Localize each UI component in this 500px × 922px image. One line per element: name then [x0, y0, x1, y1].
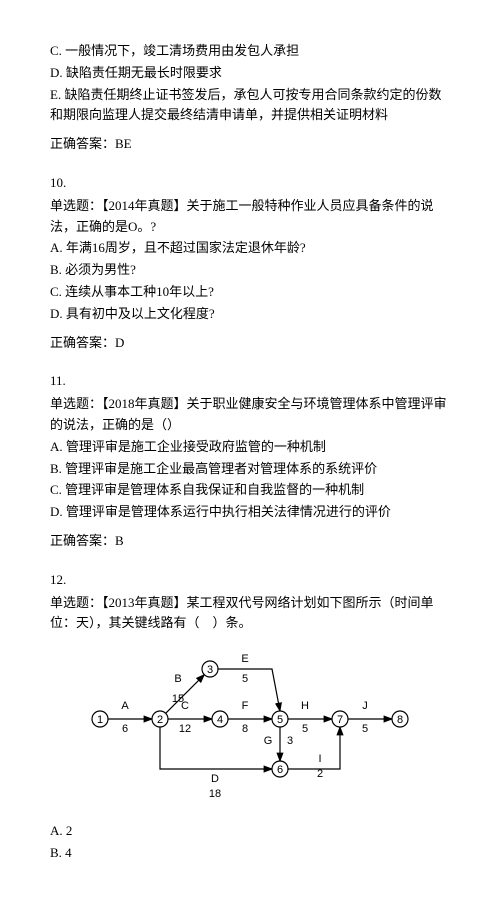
svg-text:G: G [264, 735, 273, 747]
q12-number: 12. [50, 570, 450, 591]
svg-text:5: 5 [277, 714, 283, 726]
svg-text:3: 3 [207, 664, 213, 676]
q11-option-a: A. 管理评审是施工企业接受政府监管的一种机制 [50, 437, 450, 458]
q10-option-c: C. 连续从事本工种10年以上? [50, 282, 450, 303]
q11-option-c: C. 管理评审是管理体系自我保证和自我监督的一种机制 [50, 480, 450, 501]
q12-option-a: A. 2 [50, 821, 450, 842]
question-11: 11. 单选题：【2018年真题】关于职业健康安全与环境管理体系中管理评审的说法… [50, 371, 450, 551]
svg-text:7: 7 [337, 714, 343, 726]
q12-option-b: B. 4 [50, 843, 450, 864]
svg-text:12: 12 [179, 723, 191, 735]
svg-text:6: 6 [122, 723, 128, 735]
svg-text:8: 8 [397, 714, 403, 726]
option-e: E. 缺陷责任期终止证书签发后，承包人可按专用合同条款约定的份数和期限向监理人提… [50, 85, 450, 127]
q10-option-d: D. 具有初中及以上文化程度? [50, 304, 450, 325]
q10-option-b: B. 必须为男性? [50, 260, 450, 281]
answer-prev: 正确答案：BE [50, 134, 450, 155]
option-d: D. 缺陷责任期无最长时限要求 [50, 63, 450, 84]
q11-stem: 单选题：【2018年真题】关于职业健康安全与环境管理体系中管理评审的说法，正确的… [50, 394, 450, 436]
q10-number: 10. [50, 173, 450, 194]
svg-text:8: 8 [242, 723, 248, 735]
svg-text:I: I [318, 753, 321, 765]
svg-text:3: 3 [287, 735, 293, 747]
q10-answer: 正确答案：D [50, 333, 450, 354]
svg-text:B: B [174, 673, 181, 685]
svg-text:5: 5 [302, 723, 308, 735]
svg-text:E: E [241, 653, 248, 665]
svg-text:F: F [242, 700, 249, 712]
q11-answer: 正确答案：B [50, 531, 450, 552]
svg-text:4: 4 [217, 714, 223, 726]
svg-text:5: 5 [242, 673, 248, 685]
svg-text:1: 1 [97, 714, 103, 726]
svg-text:D: D [211, 773, 219, 785]
q11-number: 11. [50, 371, 450, 392]
q10-stem: 单选题：【2014年真题】关于施工一般特种作业人员应具备条件的说法，正确的是O。… [50, 196, 450, 238]
svg-text:C: C [181, 700, 189, 712]
svg-text:5: 5 [362, 723, 368, 735]
q12-stem: 单选题：【2013年真题】某工程双代号网络计划如下图所示（时间单位：天），其关键… [50, 593, 450, 635]
svg-text:A: A [121, 700, 129, 712]
q10-option-a: A. 年满16周岁，且不超过国家法定退休年龄? [50, 238, 450, 259]
network-diagram: A6B15E5C12F8H5J5D18I2G312345678 [90, 644, 450, 811]
question-10: 10. 单选题：【2014年真题】关于施工一般特种作业人员应具备条件的说法，正确… [50, 173, 450, 353]
option-c: C. 一般情况下，竣工清场费用由发包人承担 [50, 41, 450, 62]
q11-option-d: D. 管理评审是管理体系运行中执行相关法律情况进行的评价 [50, 502, 450, 523]
svg-text:18: 18 [209, 788, 221, 800]
svg-text:J: J [362, 700, 368, 712]
svg-text:2: 2 [317, 768, 323, 780]
prev-question-tail: C. 一般情况下，竣工清场费用由发包人承担 D. 缺陷责任期无最长时限要求 E.… [50, 41, 450, 155]
svg-text:6: 6 [277, 764, 283, 776]
network-svg: A6B15E5C12F8H5J5D18I2G312345678 [90, 644, 420, 804]
q11-option-b: B. 管理评审是施工企业最高管理者对管理体系的系统评价 [50, 459, 450, 480]
question-12: 12. 单选题：【2013年真题】某工程双代号网络计划如下图所示（时间单位：天）… [50, 570, 450, 864]
svg-text:H: H [301, 700, 309, 712]
svg-text:2: 2 [157, 714, 163, 726]
